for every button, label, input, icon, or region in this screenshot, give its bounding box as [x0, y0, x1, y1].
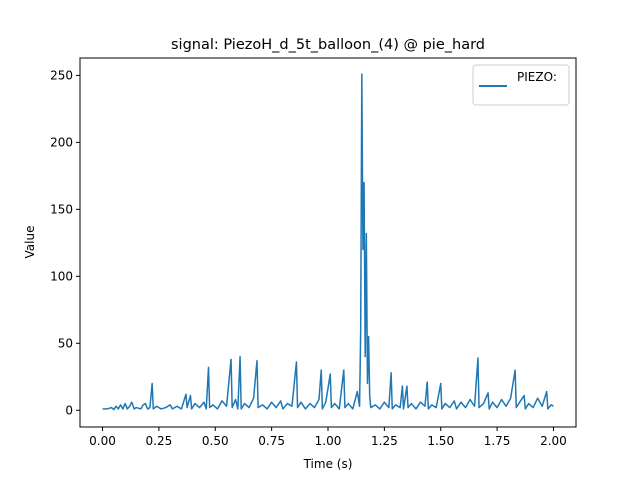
- legend: PIEZO:: [472, 64, 570, 106]
- plot-frame: [79, 57, 577, 428]
- x-tick-label: 1.50: [427, 434, 454, 448]
- series-line-piezo: [102, 73, 554, 411]
- y-ticks: 0 50 100 150 200 250: [50, 68, 80, 417]
- x-tick-label: 1.00: [315, 434, 342, 448]
- y-tick-label: 50: [58, 336, 73, 350]
- series-layer: [102, 73, 554, 411]
- y-axis-label: Value: [23, 226, 37, 259]
- y-tick-label: 250: [50, 68, 73, 82]
- x-tick-label: 2.00: [540, 434, 567, 448]
- y-tick-label: 150: [50, 202, 73, 216]
- legend-box: [472, 64, 570, 106]
- x-ticks: 0.00 0.25 0.50 0.75 1.00 1.25 1.50 1.75 2.00: [89, 427, 567, 448]
- y-tick-label: 100: [50, 269, 73, 283]
- x-tick-label: 0.25: [146, 434, 173, 448]
- x-tick-label: 1.75: [484, 434, 511, 448]
- x-tick-label: 0.75: [258, 434, 285, 448]
- y-tick-label: 200: [50, 135, 73, 149]
- x-tick-label: 0.00: [89, 434, 116, 448]
- plot-area: [80, 58, 576, 427]
- chart-title: signal: PiezoH_d_5t_balloon_(4) @ pie_ha…: [171, 37, 485, 53]
- y-tick-label: 0: [65, 403, 73, 417]
- x-axis-label: Time (s): [303, 457, 353, 471]
- legend-label: PIEZO:: [517, 70, 557, 84]
- x-tick-label: 0.50: [202, 434, 229, 448]
- x-tick-label: 1.25: [371, 434, 398, 448]
